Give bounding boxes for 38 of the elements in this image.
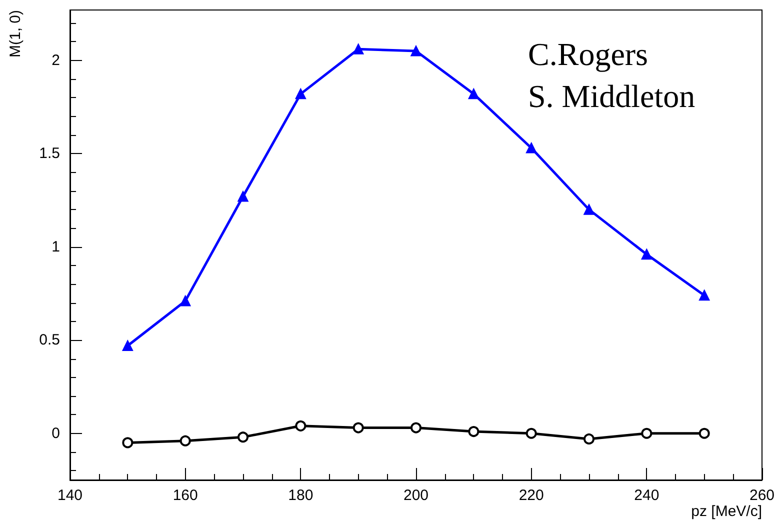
point [641, 249, 652, 260]
x-tick-label: 220 [518, 487, 544, 504]
point [180, 296, 191, 306]
y-tick-label: 1.5 [39, 145, 60, 162]
x-axis-title: pz [MeV/c] [691, 503, 762, 520]
x-tick-label: 180 [288, 487, 314, 504]
annotation: C.Rogers [528, 36, 648, 72]
point [122, 437, 134, 448]
y-tick-label: 1 [52, 238, 60, 256]
point [699, 290, 710, 301]
x-tick-label: 260 [749, 487, 775, 504]
point [584, 433, 594, 444]
y-tick-label: 2 [52, 52, 60, 69]
point [352, 422, 364, 434]
point [584, 204, 594, 215]
point [468, 88, 479, 100]
point [238, 432, 248, 443]
x-tick-label: 200 [403, 487, 429, 504]
point [410, 46, 422, 56]
x-tick-label: 160 [172, 487, 198, 504]
x-tick-label: 240 [634, 487, 660, 504]
point [180, 435, 191, 446]
point [526, 428, 537, 439]
point [641, 428, 652, 439]
point [468, 426, 480, 438]
point [353, 44, 364, 54]
point [698, 428, 710, 439]
y-tick-label: 0 [52, 424, 60, 442]
point [295, 420, 306, 432]
point [295, 88, 306, 100]
point [526, 142, 537, 154]
point [238, 191, 248, 202]
annotation: S. Middleton [528, 78, 696, 114]
x-tick-label: 140 [57, 487, 83, 504]
point [122, 340, 133, 351]
y-axis-title: M(1, 0) [7, 10, 24, 58]
y-tick-label: 0.5 [39, 332, 60, 349]
point [410, 422, 422, 434]
